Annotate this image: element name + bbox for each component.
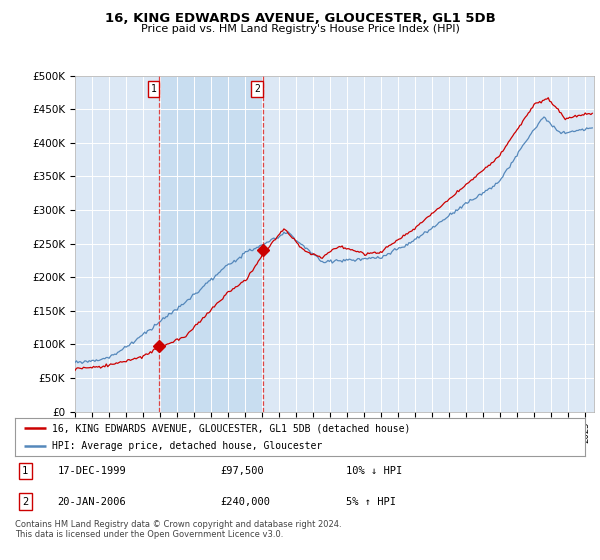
Text: HPI: Average price, detached house, Gloucester: HPI: Average price, detached house, Glou… bbox=[52, 441, 322, 451]
Text: 10% ↓ HPI: 10% ↓ HPI bbox=[346, 466, 402, 476]
Text: 17-DEC-1999: 17-DEC-1999 bbox=[58, 466, 127, 476]
Text: 20-JAN-2006: 20-JAN-2006 bbox=[58, 497, 127, 507]
Text: Contains HM Land Registry data © Crown copyright and database right 2024.
This d: Contains HM Land Registry data © Crown c… bbox=[15, 520, 341, 539]
Text: £240,000: £240,000 bbox=[220, 497, 270, 507]
Text: 16, KING EDWARDS AVENUE, GLOUCESTER, GL1 5DB: 16, KING EDWARDS AVENUE, GLOUCESTER, GL1… bbox=[104, 12, 496, 25]
Text: 1: 1 bbox=[22, 466, 28, 476]
Text: 2: 2 bbox=[254, 84, 260, 94]
Text: Price paid vs. HM Land Registry's House Price Index (HPI): Price paid vs. HM Land Registry's House … bbox=[140, 24, 460, 34]
Bar bbox=[160, 76, 263, 412]
Text: 2: 2 bbox=[22, 497, 28, 507]
Text: 5% ↑ HPI: 5% ↑ HPI bbox=[346, 497, 395, 507]
Text: £97,500: £97,500 bbox=[220, 466, 264, 476]
Text: 1: 1 bbox=[151, 84, 157, 94]
Text: 16, KING EDWARDS AVENUE, GLOUCESTER, GL1 5DB (detached house): 16, KING EDWARDS AVENUE, GLOUCESTER, GL1… bbox=[52, 423, 410, 433]
